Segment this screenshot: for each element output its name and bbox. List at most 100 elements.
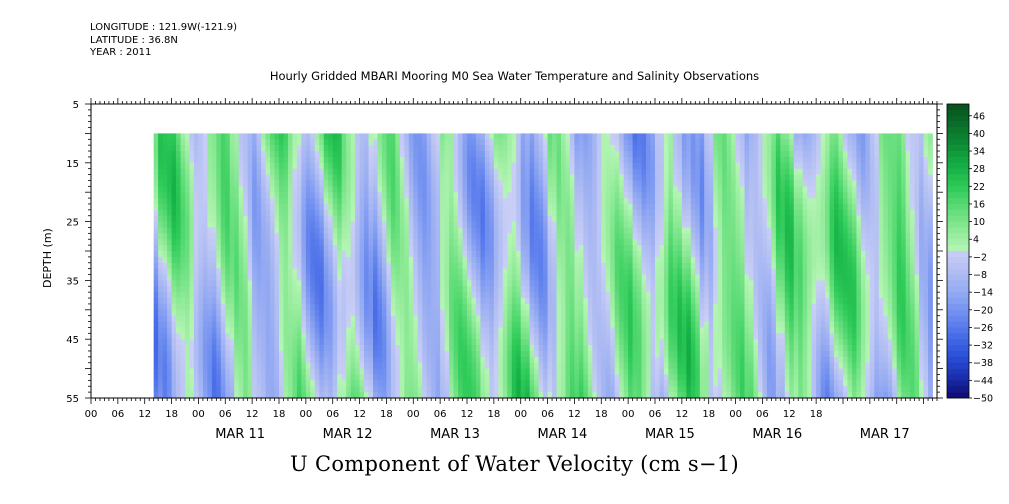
heatmap-cell [319,374,325,381]
heatmap-cell [623,274,629,281]
heatmap-cell [565,239,571,246]
heatmap-cell [176,280,181,287]
heatmap-cell [323,315,329,322]
heatmap-cell [328,192,334,199]
heatmap-cell [538,156,544,164]
heatmap-cell [395,221,401,228]
heatmap-cell [243,133,249,140]
heatmap-cell [167,380,172,387]
heatmap-cell [614,203,620,211]
heatmap-cell [171,315,177,322]
heatmap-cell [364,168,369,175]
heatmap-cell [484,221,490,228]
heatmap-cell [583,345,589,352]
heatmap-cell [346,174,352,181]
heatmap-cell [252,315,258,322]
heatmap-cell [377,333,383,340]
heatmap-cell [601,321,607,328]
heatmap-cell [270,303,275,311]
heatmap-cell [207,233,213,240]
heatmap-cell [265,339,271,346]
heatmap-cell [176,198,181,205]
heatmap-cell [243,268,249,275]
heatmap-cell [458,309,463,317]
heatmap-cell [561,198,566,205]
heatmap-cell [180,362,186,369]
heatmap-cell [489,350,495,358]
heatmap-cell [547,321,553,328]
heatmap-cell [417,168,423,175]
heatmap-cell [583,239,589,246]
heatmap-cell [538,133,544,140]
heatmap-cell [167,392,172,398]
heatmap-cell [453,162,459,170]
heatmap-cell [189,298,195,305]
heatmap-cell [180,174,186,181]
heatmap-cell [368,298,374,305]
heatmap-cell [520,268,526,275]
heatmap-cell [395,186,401,193]
heatmap-cell [234,315,240,322]
heatmap-cell [202,221,208,228]
heatmap-cell [516,256,522,264]
heatmap-cell [480,350,486,358]
heatmap-cell [377,345,383,352]
heatmap-cell [458,274,463,281]
heatmap-cell [390,262,396,270]
heatmap-cell [484,274,490,281]
heatmap-cell [216,227,222,234]
heatmap-cell [328,298,334,305]
heatmap-cell [578,356,584,364]
heatmap-cell [632,262,638,270]
heatmap-cell [431,315,437,322]
heatmap-cell [480,227,486,234]
heatmap-cell [601,139,607,146]
heatmap-cell [453,327,459,334]
heatmap-cell [167,203,172,211]
heatmap-cell [202,286,208,293]
heatmap-cell [234,392,240,398]
heatmap-cell [189,168,195,175]
heatmap-cell [341,203,347,211]
heatmap-cell [565,209,571,217]
heatmap-cell [261,268,266,275]
heatmap-cell [279,268,284,275]
heatmap-cell [256,303,262,311]
heatmap-cell [511,333,517,340]
heatmap-cell [185,262,190,270]
heatmap-cell [502,145,508,152]
heatmap-cell [355,303,360,311]
heatmap-cell [498,174,504,181]
heatmap-cell [189,186,195,193]
heatmap-cell [261,392,266,398]
heatmap-cell [511,392,517,398]
heatmap-cell [305,198,311,205]
heatmap-cell [484,145,490,152]
heatmap-cell [243,215,249,222]
heatmap-cell [417,139,423,146]
heatmap-cell [596,339,602,346]
heatmap-cell [435,321,441,328]
heatmap-cell [171,309,177,317]
heatmap-cell [471,203,477,211]
heatmap-cell [525,180,531,187]
heatmap-cell [355,345,360,352]
heatmap-cell [292,174,298,181]
heatmap-cell [547,221,553,228]
heatmap-cell [332,251,338,258]
heatmap-cell [274,345,280,352]
heatmap-cell [569,386,575,393]
heatmap-cell [399,174,405,181]
heatmap-cell [234,203,240,211]
heatmap-cell [413,215,419,222]
heatmap-cell [431,362,437,369]
heatmap-cell [373,356,378,364]
heatmap-cell [637,239,642,246]
heatmap-cell [373,309,378,317]
heatmap-cell [592,292,598,299]
heatmap-cell [211,151,217,158]
heatmap-cell [364,345,369,352]
heatmap-cell [153,156,159,164]
heatmap-cell [574,151,580,158]
heatmap-cell [596,392,602,398]
